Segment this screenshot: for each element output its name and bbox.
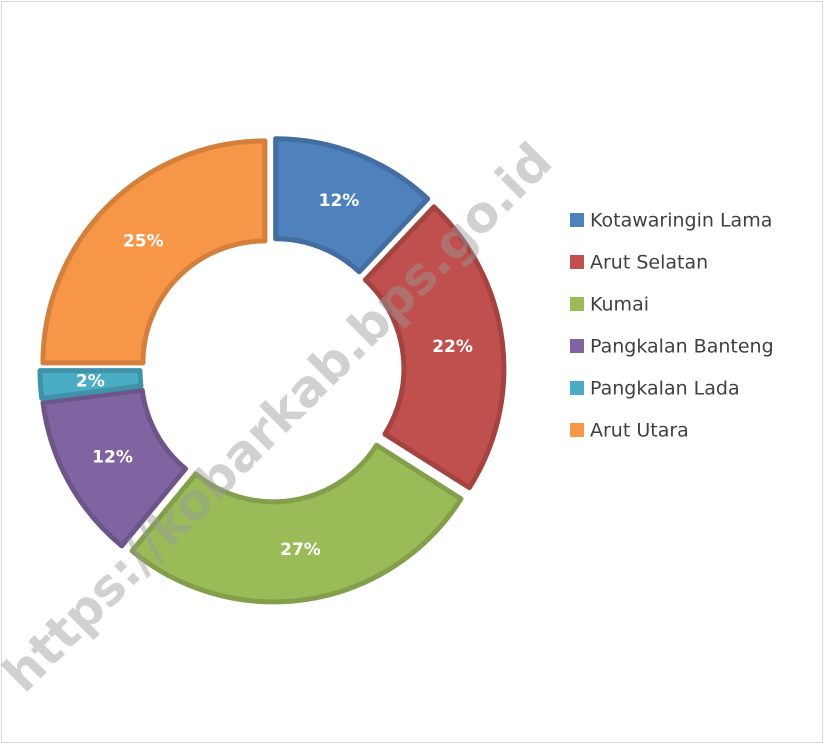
- legend-label: Kotawaringin Lama: [590, 210, 772, 232]
- donut-slice: [362, 204, 507, 491]
- legend-swatch: [570, 297, 584, 311]
- legend-label: Pangkalan Banteng: [590, 336, 774, 358]
- legend-label: Arut Utara: [590, 420, 689, 442]
- data-label: 27%: [280, 540, 321, 560]
- legend-swatch: [570, 423, 584, 437]
- legend-swatch: [570, 339, 584, 353]
- data-label: 25%: [123, 231, 164, 251]
- data-label: 2%: [76, 371, 105, 391]
- legend-label: Kumai: [590, 294, 649, 316]
- donut-slice: [273, 136, 431, 275]
- data-label: 12%: [92, 448, 133, 468]
- donut-slice: [40, 138, 268, 366]
- data-label: 22%: [432, 337, 473, 357]
- donut-slice: [40, 387, 188, 549]
- data-label: 12%: [319, 191, 360, 211]
- donut-slice: [129, 442, 464, 605]
- legend-swatch: [570, 255, 584, 269]
- donut-slice: [37, 368, 144, 401]
- legend-label: Pangkalan Lada: [590, 378, 740, 400]
- legend-swatch: [570, 213, 584, 227]
- legend-swatch: [570, 381, 584, 395]
- legend-label: Arut Selatan: [590, 252, 708, 274]
